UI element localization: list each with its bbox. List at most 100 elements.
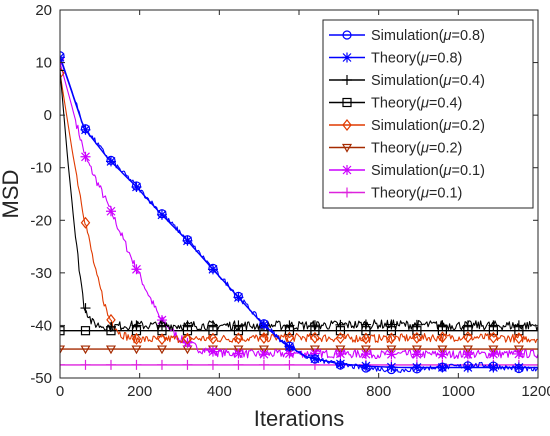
series-8-marker [258,359,269,370]
series-6-marker [360,345,371,355]
series-3-marker [182,320,193,331]
series-7-marker [233,348,244,359]
series-3-marker [335,319,346,330]
series-7-marker [207,346,218,357]
y-tick-label: 0 [44,107,52,124]
legend-entry: Simulation(μ=0.2) [329,118,485,134]
series-1-marker [437,362,447,372]
series-1-marker [208,263,218,273]
series-7-marker [386,349,397,360]
series-1-marker [514,363,524,374]
legend-label: Simulation(μ=0.8) [371,28,485,44]
y-tick-label: -30 [30,265,52,282]
x-tick-label: 800 [366,383,391,400]
series-1-marker [80,124,91,134]
legend-entry: Simulation(μ=0.1) [329,163,485,179]
series-6-marker [462,345,473,355]
x-axis-label: Iterations [254,406,345,431]
series-3-marker [411,319,422,330]
series-1-marker [284,341,295,351]
series-2-marker [513,362,524,373]
series-5-marker [437,331,448,344]
series-2-marker [258,319,269,330]
series-3-marker [80,303,91,314]
series-8-marker [207,359,218,370]
legend-swatch-marker [342,187,352,198]
series-5-marker [412,331,422,344]
legend-label: Simulation(μ=0.4) [371,73,485,89]
series-5-marker [157,333,167,346]
series-8-marker [80,359,91,370]
series-3-marker [513,320,524,331]
series-2-marker [437,362,448,373]
series-6-marker [513,345,524,355]
series-7-marker [335,348,346,359]
series-8-marker [105,359,116,370]
series-3-marker [284,320,295,331]
x-tick-label: 0 [56,383,64,400]
series-1-marker [412,364,422,374]
legend-entry: Theory(μ=0.1) [329,186,462,202]
series-3-marker [207,320,218,331]
legend-swatch-marker [342,97,352,108]
series-1-marker [488,361,498,371]
series-5-line [60,73,538,344]
series-1-marker [60,51,65,61]
series-5-marker [514,332,524,345]
series-3-marker [105,321,116,332]
legend-label: Theory(μ=0.4) [371,96,462,112]
y-tick-label: -10 [30,160,52,177]
series-5-marker [182,332,193,345]
legend-entry: Simulation(μ=0.4) [329,73,485,89]
series-3 [60,65,538,332]
series-1-marker [361,363,371,373]
series-7-marker [488,349,499,360]
series-6-marker [386,345,397,355]
y-tick-label: -50 [30,370,52,387]
series-5-marker [259,332,269,344]
series-5 [60,67,538,346]
series-8-marker [60,359,65,370]
series-3-marker [60,65,65,76]
series-2-marker [386,362,397,373]
series-3-line [60,70,538,332]
series-3-marker [233,320,244,331]
legend-label: Theory(μ=0.2) [371,141,462,157]
legend-label: Simulation(μ=0.2) [371,118,485,134]
series-7-marker [284,348,295,359]
series-3-marker [156,320,167,331]
series-4-marker [60,326,65,336]
series-5-marker [131,332,142,345]
series-6-marker [437,345,448,355]
series-5-marker [335,332,346,345]
series-7-marker [156,315,167,326]
series-3-marker [309,320,320,331]
series-7-marker [411,349,422,360]
series-6-marker [411,345,422,355]
legend-label: Theory(μ=0.1) [371,186,462,202]
series-7-marker [131,264,142,275]
series-7-marker [309,348,320,359]
series-8-marker [131,359,142,370]
series-2-marker [207,264,218,275]
series-3-marker [437,320,448,331]
series-5-marker [310,331,320,344]
x-tick-label: 400 [207,383,232,400]
series-1-marker [131,181,142,191]
series-1-marker [106,155,116,165]
series-3-marker [462,320,473,331]
legend-swatch-marker [342,52,352,63]
series-2-marker [182,235,193,246]
series-8-marker [182,359,193,370]
series-6-marker [233,345,244,355]
x-tick-label: 1000 [442,383,475,400]
legend: Simulation(μ=0.8) Theory(μ=0.8) Simulation… [322,19,534,209]
y-tick-label: 10 [35,55,52,72]
legend-entry: Simulation(μ=0.8) [329,28,485,44]
series-7-marker [437,349,448,360]
series-8-marker [284,359,295,370]
series-8-marker [233,359,244,370]
legend-label: Theory(μ=0.8) [371,51,462,67]
series-1-marker [310,354,320,364]
legend-box [322,19,534,209]
